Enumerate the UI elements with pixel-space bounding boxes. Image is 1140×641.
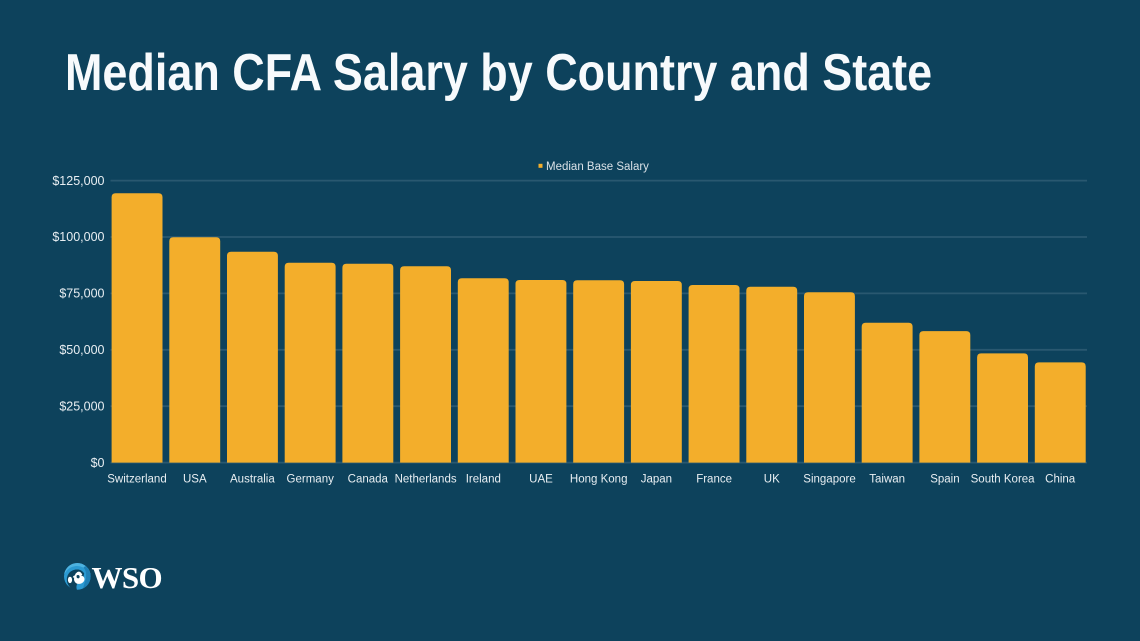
svg-text:Canada: Canada <box>348 474 389 486</box>
svg-text:China: China <box>1045 474 1076 486</box>
svg-text:$50,000: $50,000 <box>59 343 104 357</box>
svg-text:$75,000: $75,000 <box>59 287 104 301</box>
svg-text:Japan: Japan <box>641 474 672 486</box>
svg-text:$100,000: $100,000 <box>52 230 104 244</box>
svg-text:Ireland: Ireland <box>466 474 501 486</box>
svg-text:Switzerland: Switzerland <box>107 474 166 486</box>
svg-text:Median Base Salary: Median Base Salary <box>546 161 649 173</box>
svg-text:France: France <box>696 474 732 486</box>
svg-text:Australia: Australia <box>230 474 275 486</box>
svg-text:$25,000: $25,000 <box>59 399 104 413</box>
svg-text:$0: $0 <box>91 456 105 470</box>
svg-text:$125,000: $125,000 <box>52 174 104 188</box>
svg-text:Spain: Spain <box>930 474 959 486</box>
svg-text:Germany: Germany <box>287 474 335 486</box>
svg-text:USA: USA <box>183 474 207 486</box>
svg-text:Singapore: Singapore <box>803 474 855 486</box>
svg-text:UAE: UAE <box>529 474 553 486</box>
svg-text:Hong Kong: Hong Kong <box>570 474 628 486</box>
svg-text:Netherlands: Netherlands <box>395 474 457 486</box>
svg-text:UK: UK <box>764 474 780 486</box>
svg-text:Taiwan: Taiwan <box>869 474 905 486</box>
svg-text:South Korea: South Korea <box>971 474 1036 486</box>
